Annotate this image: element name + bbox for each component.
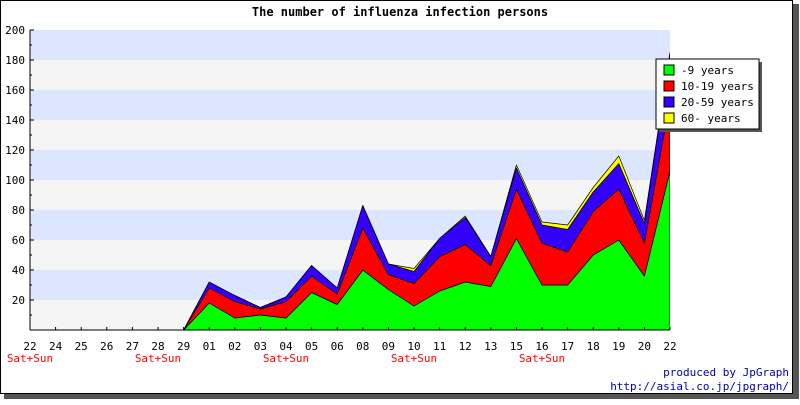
x-tick-label: 27 bbox=[126, 340, 139, 353]
grid-band bbox=[30, 90, 670, 120]
x-tick-label: 09 bbox=[382, 340, 395, 353]
day-notes: Sat+Sun Sat+Sun Sat+Sun Sat+Sun Sat+Sun bbox=[7, 352, 565, 365]
day-note: Sat+Sun bbox=[391, 352, 437, 365]
legend: -9 years 10-19 years 20-59 years 60- years bbox=[655, 58, 762, 132]
x-tick-label: 17 bbox=[561, 340, 574, 353]
x-tick-label: 04 bbox=[279, 340, 293, 353]
y-tick-labels: 20 40 60 80 100 120 140 160 180 200 bbox=[5, 24, 25, 307]
x-tick-label: 29 bbox=[177, 340, 190, 353]
x-tick-label: 05 bbox=[305, 340, 318, 353]
y-tick-label: 20 bbox=[12, 294, 25, 307]
legend-swatch bbox=[663, 64, 675, 76]
credit-link[interactable]: http://asial.co.jp/jpgraph/ bbox=[610, 380, 789, 393]
series-areas bbox=[30, 52, 670, 330]
x-tick-label: 18 bbox=[587, 340, 600, 353]
chart-title: The number of influenza infection person… bbox=[252, 5, 548, 19]
day-note: Sat+Sun bbox=[263, 352, 309, 365]
y-tick-label: 100 bbox=[5, 174, 25, 187]
x-tick-label: 28 bbox=[151, 340, 164, 353]
legend-label: 10-19 years bbox=[681, 80, 754, 93]
x-tick-label: 03 bbox=[254, 340, 267, 353]
x-tick-label: 20 bbox=[638, 340, 651, 353]
grid-band bbox=[30, 180, 670, 210]
legend-label: 20-59 years bbox=[681, 96, 754, 109]
y-tick-label: 60 bbox=[12, 234, 25, 247]
day-note: Sat+Sun bbox=[7, 352, 53, 365]
axes bbox=[29, 29, 671, 331]
x-tick-label: 13 bbox=[484, 340, 497, 353]
x-tick-label: 19 bbox=[612, 340, 625, 353]
grid-band bbox=[30, 150, 670, 180]
x-tick-label: 26 bbox=[100, 340, 113, 353]
x-tick-label: 15 bbox=[510, 340, 523, 353]
day-note: Sat+Sun bbox=[135, 352, 181, 365]
legend-swatch bbox=[663, 96, 675, 108]
x-tick-label: 24 bbox=[49, 340, 63, 353]
x-tick-labels: 22 24 25 26 27 28 29 01 02 03 04 05 06 08 09 10 11 12 13 15… bbox=[23, 340, 676, 353]
x-tick-label: 16 bbox=[535, 340, 548, 353]
y-tick-label: 40 bbox=[12, 264, 25, 277]
grid-band bbox=[30, 60, 670, 90]
legend-label: 60- years bbox=[681, 112, 741, 125]
x-tick-label: 01 bbox=[203, 340, 216, 353]
legend-label: -9 years bbox=[681, 64, 734, 77]
grid-band bbox=[30, 30, 670, 60]
area-series-60-years bbox=[30, 52, 670, 330]
x-tick-label: 06 bbox=[331, 340, 344, 353]
legend-swatch bbox=[663, 112, 675, 124]
grid-band bbox=[30, 120, 670, 150]
x-tick-label: 22 bbox=[663, 340, 676, 353]
y-tick-label: 160 bbox=[5, 84, 25, 97]
legend-swatch bbox=[663, 80, 675, 92]
x-tick-label: 22 bbox=[23, 340, 36, 353]
y-tick-label: 120 bbox=[5, 144, 25, 157]
y-tick-label: 180 bbox=[5, 54, 25, 67]
y-tick-label: 200 bbox=[5, 24, 25, 37]
x-tick-label: 11 bbox=[433, 340, 446, 353]
x-tick-label: 10 bbox=[407, 340, 420, 353]
x-tick-label: 25 bbox=[75, 340, 88, 353]
y-tick-label: 140 bbox=[5, 114, 25, 127]
day-note: Sat+Sun bbox=[519, 352, 565, 365]
y-tick-label: 80 bbox=[12, 204, 25, 217]
credit-line-1: produced by JpGraph bbox=[663, 366, 789, 379]
x-tick-label: 02 bbox=[228, 340, 241, 353]
x-tick-label: 08 bbox=[356, 340, 369, 353]
x-tick-label: 12 bbox=[459, 340, 472, 353]
